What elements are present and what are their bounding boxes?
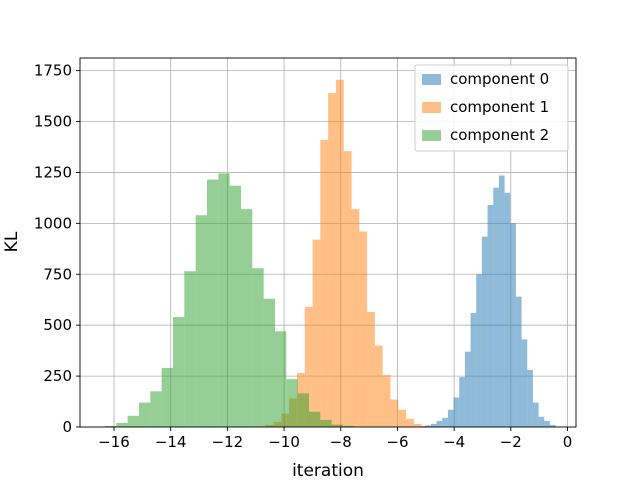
bar xyxy=(532,402,539,427)
bar xyxy=(549,424,556,427)
bar xyxy=(331,424,344,427)
y-tick-label: 750 xyxy=(43,265,72,283)
series-0 xyxy=(419,175,562,427)
bar xyxy=(297,393,310,427)
x-tick-label: 0 xyxy=(563,433,573,451)
legend-label: component 1 xyxy=(450,98,549,116)
bar xyxy=(481,236,488,427)
bar xyxy=(161,367,173,427)
bar xyxy=(320,419,332,427)
histogram-bars xyxy=(104,79,562,427)
bar xyxy=(274,331,287,427)
bar xyxy=(218,173,230,427)
bar xyxy=(470,312,477,427)
bar xyxy=(263,298,275,427)
bar xyxy=(521,339,528,427)
bar xyxy=(453,397,460,427)
x-tick-label: −10 xyxy=(268,433,300,451)
legend-swatch xyxy=(422,130,441,141)
bar xyxy=(312,239,321,427)
bar xyxy=(320,139,329,427)
bar xyxy=(229,185,241,427)
y-tick-label: 500 xyxy=(43,316,72,334)
x-tick-label: −4 xyxy=(443,433,465,451)
legend-box xyxy=(414,64,569,152)
bar xyxy=(544,420,550,427)
bar xyxy=(515,296,522,427)
bar xyxy=(150,391,162,427)
series-1 xyxy=(257,79,430,427)
bar xyxy=(104,425,117,427)
y-tick-label: 1000 xyxy=(34,214,72,232)
bar xyxy=(309,411,321,427)
bar xyxy=(498,175,505,427)
bar xyxy=(398,409,407,427)
bar xyxy=(328,93,336,427)
x-axis-ticks: −16 −14 −12 −10 −8 −6 −4 −2 0 xyxy=(98,427,572,451)
x-tick-label: −14 xyxy=(155,433,187,451)
x-tick-label: −8 xyxy=(330,433,352,451)
bar xyxy=(240,209,253,427)
x-tick-label: −16 xyxy=(98,433,130,451)
bar xyxy=(421,425,430,427)
bar xyxy=(335,79,344,427)
x-axis-label: iteration xyxy=(292,461,364,480)
bar xyxy=(116,422,128,427)
bar xyxy=(351,209,360,427)
x-tick-label: −2 xyxy=(500,433,522,451)
bar xyxy=(252,268,264,427)
bar xyxy=(390,399,399,427)
x-tick-label: −12 xyxy=(212,433,244,451)
bar xyxy=(374,345,383,427)
y-tick-label: 1250 xyxy=(34,163,72,181)
bar xyxy=(382,375,391,427)
legend-swatch xyxy=(422,102,441,113)
y-tick-label: 0 xyxy=(62,418,72,436)
bar xyxy=(367,311,375,427)
bar xyxy=(138,402,151,427)
bar xyxy=(476,274,482,427)
bar xyxy=(127,415,139,427)
bar xyxy=(504,192,511,427)
legend: component 0 component 1 component 2 xyxy=(414,64,569,152)
bar xyxy=(442,417,448,427)
bar xyxy=(459,377,465,427)
plot-frame xyxy=(79,57,577,428)
bar xyxy=(538,416,545,427)
y-tick-label: 250 xyxy=(43,367,72,385)
bar xyxy=(430,423,437,427)
bar xyxy=(343,425,355,427)
series-2 xyxy=(104,173,355,427)
bar xyxy=(359,231,368,427)
bar xyxy=(184,271,196,427)
bar xyxy=(487,205,494,427)
bar xyxy=(510,223,516,427)
y-tick-label: 1500 xyxy=(34,113,72,131)
bar xyxy=(286,379,298,427)
bar xyxy=(436,420,443,427)
bar xyxy=(493,187,499,427)
legend-label: component 0 xyxy=(450,70,549,88)
y-axis-label: KL xyxy=(2,231,22,252)
legend-label: component 2 xyxy=(450,126,549,144)
bar xyxy=(527,369,533,427)
bar xyxy=(464,351,471,427)
y-tick-label: 1750 xyxy=(34,62,72,80)
bar xyxy=(304,306,313,427)
bar xyxy=(413,423,422,427)
y-axis-ticks: 0 250 500 750 1000 1250 1500 1750 xyxy=(34,62,80,436)
bar xyxy=(447,409,454,427)
bar xyxy=(343,151,352,427)
bar xyxy=(195,215,207,427)
legend-swatch xyxy=(422,74,441,85)
bar xyxy=(406,418,414,427)
bar xyxy=(172,317,185,427)
bar xyxy=(206,179,219,427)
x-tick-label: −6 xyxy=(386,433,408,451)
